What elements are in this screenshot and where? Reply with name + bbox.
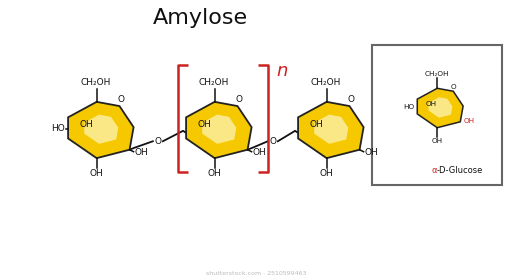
Polygon shape xyxy=(314,115,348,144)
Text: CH₂OH: CH₂OH xyxy=(310,78,341,87)
Text: OH: OH xyxy=(90,169,103,178)
Polygon shape xyxy=(202,115,237,144)
Text: OH: OH xyxy=(365,148,378,157)
Text: HO: HO xyxy=(51,124,65,133)
Text: CH₂OH: CH₂OH xyxy=(80,78,111,87)
Text: OH: OH xyxy=(79,120,93,129)
Text: O: O xyxy=(118,95,125,104)
Polygon shape xyxy=(68,102,134,158)
Polygon shape xyxy=(298,102,364,158)
Text: O: O xyxy=(154,137,161,146)
Text: Amylose: Amylose xyxy=(153,8,248,28)
Text: OH: OH xyxy=(464,118,475,124)
Text: O: O xyxy=(269,137,276,146)
Text: O: O xyxy=(236,95,243,104)
Text: OH: OH xyxy=(135,148,148,157)
FancyBboxPatch shape xyxy=(372,45,502,185)
Text: HO: HO xyxy=(403,104,414,110)
Text: -D-Glucose: -D-Glucose xyxy=(437,166,483,175)
Text: OH: OH xyxy=(426,101,437,108)
Polygon shape xyxy=(84,115,118,144)
Text: OH: OH xyxy=(432,138,443,144)
Text: shutterstock.com · 2510599463: shutterstock.com · 2510599463 xyxy=(206,271,306,276)
Text: O: O xyxy=(451,84,457,90)
Text: α: α xyxy=(432,166,437,175)
Text: OH: OH xyxy=(252,148,266,157)
Text: n: n xyxy=(276,62,287,80)
Polygon shape xyxy=(186,102,251,158)
Text: CH₂OH: CH₂OH xyxy=(199,78,229,87)
Text: OH: OH xyxy=(309,120,323,129)
Text: OH: OH xyxy=(208,169,222,178)
Text: CH₂OH: CH₂OH xyxy=(425,71,450,77)
Polygon shape xyxy=(417,88,463,128)
Polygon shape xyxy=(429,97,453,118)
Text: OH: OH xyxy=(197,120,211,129)
Text: O: O xyxy=(348,95,355,104)
Text: OH: OH xyxy=(320,169,333,178)
